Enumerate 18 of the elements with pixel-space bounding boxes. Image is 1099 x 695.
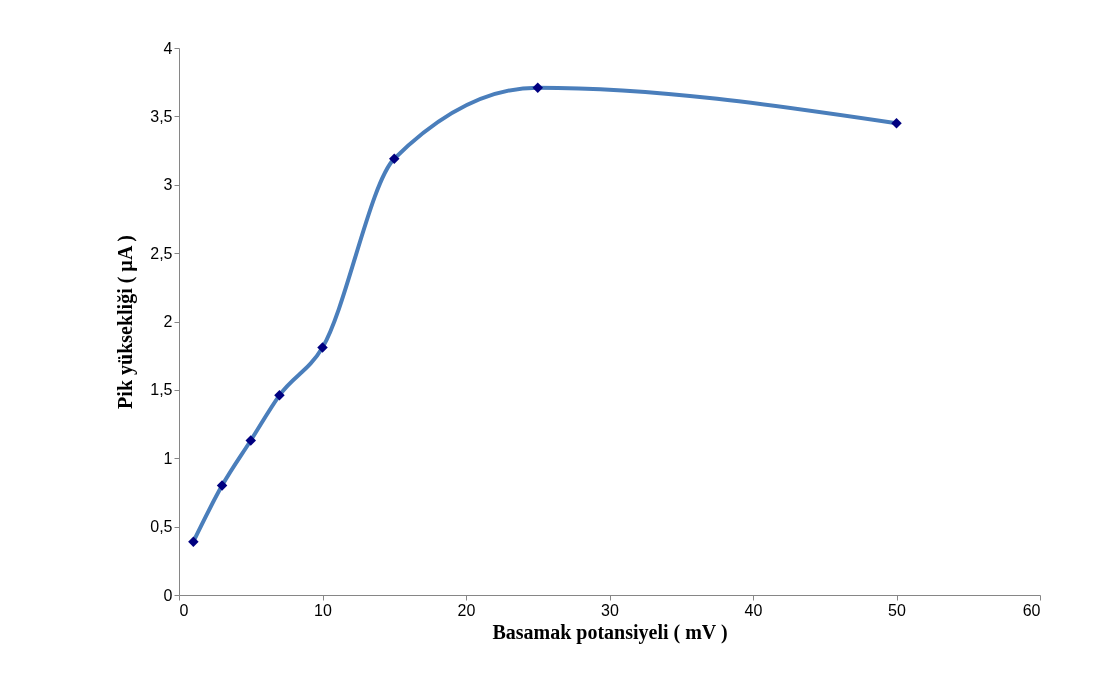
y-tick-label: 2 <box>163 313 173 330</box>
y-tick-label: 1,5 <box>150 381 173 399</box>
x-tick-label: 50 <box>888 601 906 619</box>
x-tick-label: 0 <box>179 601 189 619</box>
y-tick-label: 2,5 <box>150 244 173 262</box>
x-tick-label: 30 <box>601 601 619 619</box>
y-tick-label: 3 <box>163 176 173 194</box>
y-tick-label: 1 <box>163 449 173 467</box>
x-axis-title: Basamak potansiyeli ( mV ) <box>492 620 728 644</box>
x-tick-label: 60 <box>1022 601 1041 619</box>
x-tick-label: 20 <box>457 601 476 619</box>
y-tick-label: 0 <box>163 586 173 604</box>
x-tick-label: 10 <box>314 601 332 619</box>
y-tick-label: 4 <box>163 39 173 57</box>
y-tick-label: 3,5 <box>150 107 173 125</box>
x-tick-label: 40 <box>744 601 763 619</box>
y-axis-title: Pik yüksekliği ( µA ) <box>114 235 138 409</box>
y-tick-label: 0,5 <box>150 518 173 536</box>
